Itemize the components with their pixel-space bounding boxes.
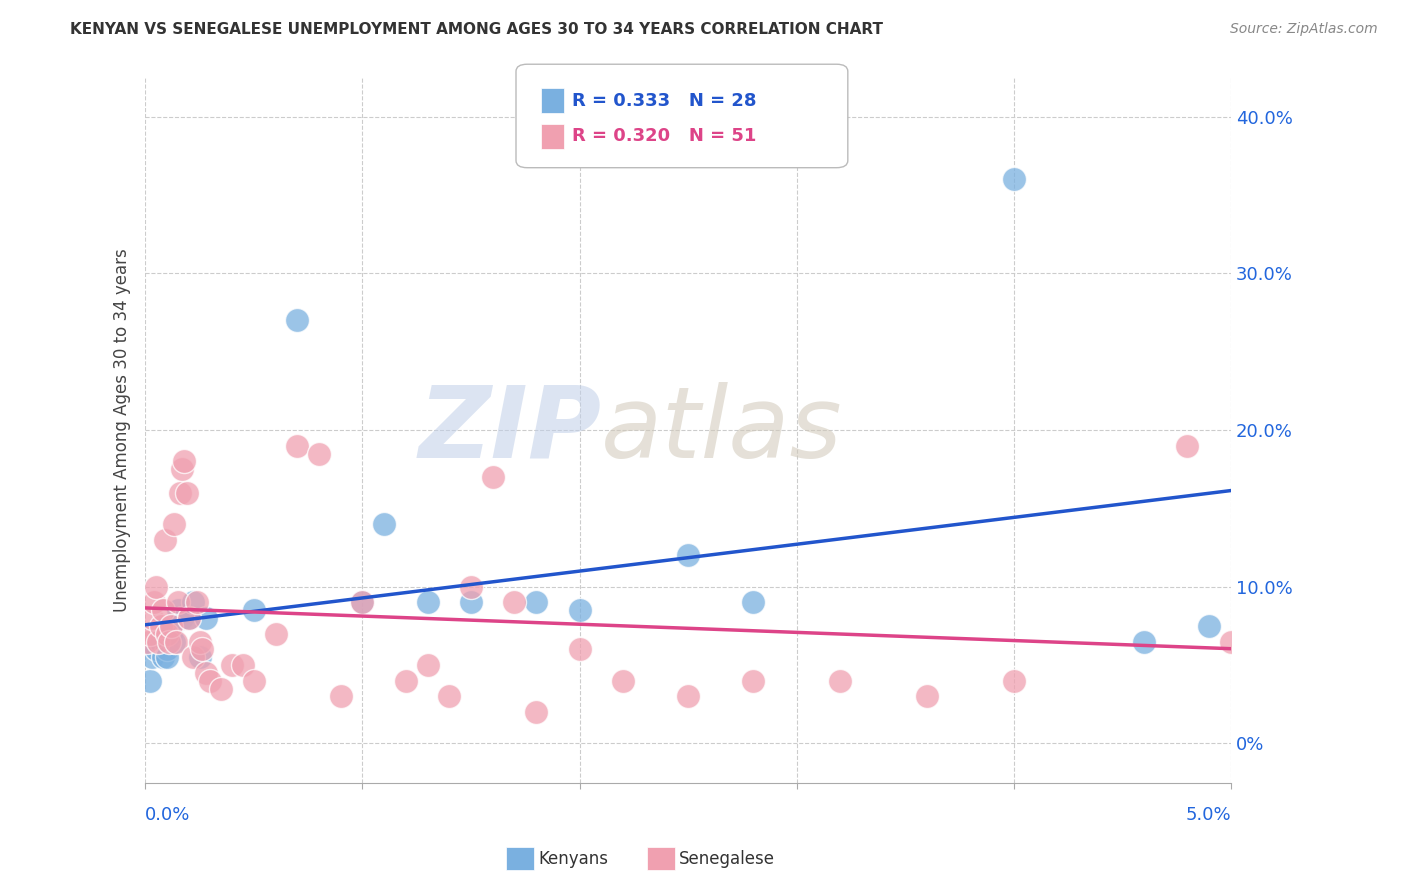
Point (188, 634, 211, 648)
Y-axis label: Unemployment Among Ages 30 to 34 years: Unemployment Among Ages 30 to 34 years (114, 248, 131, 612)
Point (676, 690, 699, 704)
Text: KENYAN VS SENEGALESE UNEMPLOYMENT AMONG AGES 30 TO 34 YEARS CORRELATION CHART: KENYAN VS SENEGALESE UNEMPLOYMENT AMONG … (70, 22, 883, 37)
Text: Senegalese: Senegalese (679, 850, 775, 868)
Point (352, 595, 374, 609)
Point (186, 595, 208, 609)
Text: atlas: atlas (602, 382, 842, 478)
Point (460, 580, 482, 594)
Point (156, 650, 179, 665)
Point (915, 690, 938, 704)
Point (308, 446, 330, 460)
Point (1002, 673, 1025, 688)
Point (136, 634, 159, 648)
Point (828, 673, 851, 688)
Point (149, 634, 172, 648)
Point (172, 462, 194, 476)
Point (152, 650, 174, 665)
Point (169, 485, 191, 500)
Text: Kenyans: Kenyans (538, 850, 609, 868)
Point (162, 634, 184, 648)
Point (160, 619, 183, 633)
Point (176, 485, 198, 500)
Point (416, 595, 439, 609)
Point (285, 439, 308, 453)
Point (167, 595, 190, 609)
Point (264, 626, 287, 640)
Point (460, 595, 482, 609)
Point (156, 642, 179, 657)
Point (524, 595, 547, 609)
Point (503, 595, 526, 609)
Point (145, 580, 167, 594)
Point (352, 595, 374, 609)
Point (742, 595, 765, 609)
Point (141, 611, 163, 625)
Point (152, 603, 174, 617)
Point (285, 313, 308, 327)
Point (1177, 439, 1199, 453)
Text: 5.0%: 5.0% (1185, 806, 1230, 824)
Point (177, 611, 200, 625)
Point (195, 611, 218, 625)
Point (221, 658, 243, 673)
Point (373, 516, 395, 531)
Text: Source: ZipAtlas.com: Source: ZipAtlas.com (1230, 22, 1378, 37)
Point (232, 658, 254, 673)
Point (524, 705, 547, 719)
Point (138, 626, 160, 640)
Point (188, 650, 211, 665)
Point (481, 470, 503, 484)
Point (148, 634, 170, 648)
Text: R = 0.333   N = 28: R = 0.333 N = 28 (572, 92, 756, 110)
Text: R = 0.320   N = 51: R = 0.320 N = 51 (572, 128, 756, 145)
Point (568, 603, 591, 617)
Point (416, 658, 439, 673)
Point (173, 454, 195, 468)
Point (156, 626, 179, 640)
Point (153, 533, 176, 547)
Point (742, 673, 765, 688)
Point (172, 611, 194, 625)
Point (1133, 634, 1156, 648)
Point (439, 690, 461, 704)
Point (1198, 619, 1220, 633)
Point (143, 595, 166, 609)
Point (195, 665, 218, 680)
Point (181, 650, 204, 665)
Point (177, 611, 200, 625)
Point (243, 603, 266, 617)
Point (1002, 172, 1025, 186)
Text: 0.0%: 0.0% (145, 806, 191, 824)
Point (149, 619, 172, 633)
Point (162, 516, 184, 531)
Point (209, 681, 232, 696)
Point (329, 690, 352, 704)
Point (141, 650, 163, 665)
Point (1219, 634, 1241, 648)
Point (612, 673, 634, 688)
Point (568, 642, 591, 657)
Point (145, 642, 167, 657)
Point (160, 626, 183, 640)
Point (200, 673, 222, 688)
Point (138, 673, 160, 688)
Text: ZIP: ZIP (418, 382, 602, 478)
Point (243, 673, 266, 688)
Point (165, 634, 187, 648)
Point (157, 634, 180, 648)
Point (181, 595, 204, 609)
Point (395, 673, 418, 688)
Point (167, 603, 190, 617)
Point (190, 642, 212, 657)
Point (676, 549, 699, 563)
